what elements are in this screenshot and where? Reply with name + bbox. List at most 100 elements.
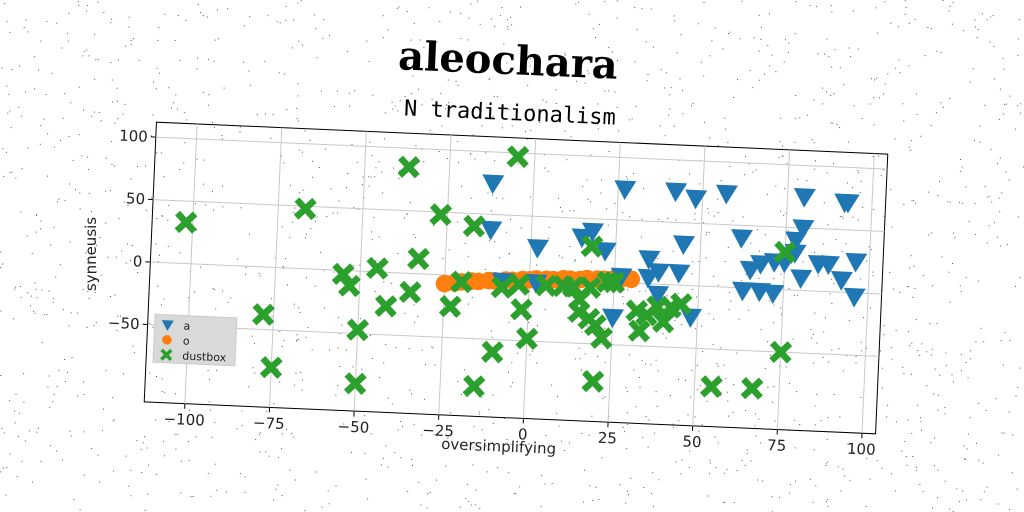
noise-dot [520,62,522,64]
noise-dot [669,395,671,397]
noise-dot [136,440,138,442]
noise-dot [774,420,776,422]
noise-dot [275,488,277,490]
noise-dot [109,190,111,192]
noise-dot [656,257,658,259]
noise-dot [276,21,278,23]
point-x [490,275,514,299]
noise-dot [976,37,978,39]
noise-dot [69,430,71,432]
noise-dot [146,447,148,449]
noise-dot [364,415,365,417]
noise-dot [371,239,373,241]
noise-dot [83,474,85,476]
noise-dot [27,292,29,294]
noise-dot [915,319,917,321]
noise-dot [179,59,181,61]
noise-dot [712,344,714,346]
noise-dot [674,320,676,321]
noise-dot [383,281,385,283]
noise-dot [398,6,400,8]
noise-dot [68,136,70,137]
noise-dot [926,385,928,387]
noise-dot [558,425,560,427]
noise-dot [289,236,291,238]
noise-dot [895,421,897,423]
noise-dot [52,301,54,303]
noise-dot [34,282,36,284]
noise-dot [812,501,814,503]
noise-dot [758,79,760,81]
noise-dot [707,208,709,210]
noise-dot [667,217,669,219]
noise-dot [409,201,411,203]
noise-dot [826,38,828,40]
noise-dot [795,118,797,120]
point-x [438,295,462,318]
noise-dot [782,155,784,157]
noise-dot [95,322,97,324]
noise-dot [1008,411,1010,413]
noise-dot [529,58,531,60]
noise-dot [951,374,953,376]
noise-dot [630,477,632,479]
noise-dot [487,192,489,194]
noise-dot [684,380,686,381]
noise-dot [214,463,216,465]
point-x [462,214,486,238]
noise-dot [289,469,291,471]
noise-dot [282,433,284,435]
point-x [160,348,173,362]
noise-dot [711,40,713,42]
point-triangle [762,284,785,304]
noise-dot [616,0,618,2]
noise-dot [785,212,787,214]
noise-dot [423,398,425,400]
noise-dot [974,19,976,21]
noise-dot [328,35,330,37]
noise-dot [25,19,27,21]
point-x [627,319,651,343]
point-x [506,145,530,169]
noise-dot [467,39,469,41]
noise-dot [530,129,532,131]
noise-dot [904,13,906,15]
noise-dot [737,79,738,81]
noise-dot [677,292,679,294]
noise-dot [207,472,209,474]
noise-dot [627,289,629,291]
noise-dot [494,241,496,243]
point-x [481,340,504,364]
noise-dot [490,330,492,332]
noise-dot [285,6,287,7]
noise-dot [337,385,339,387]
noise-dot [212,288,214,289]
legend-box [152,313,238,367]
noise-dot [691,370,693,372]
noise-dot [95,59,97,61]
noise-dot [883,93,884,95]
noise-dot [697,441,699,443]
noise-dot [412,75,414,77]
point-triangle [480,220,503,241]
noise-dot [530,196,531,198]
noise-dot [304,130,306,132]
noise-dot [846,355,848,357]
point-x [374,294,398,318]
noise-dot [300,0,302,2]
noise-dot [40,228,42,230]
noise-dot [788,42,790,44]
noise-dot [68,325,70,327]
noise-dot [32,481,34,483]
noise-dot [56,450,58,452]
noise-dot [988,195,990,197]
noise-dot [839,127,841,129]
noise-dot [144,436,146,438]
noise-dot [713,215,715,217]
noise-dot [855,356,857,357]
noise-dot [1008,179,1010,181]
noise-dot [9,110,11,112]
x-tick-label: −75 [253,414,285,433]
noise-dot [304,510,306,512]
noise-dot [628,354,630,356]
